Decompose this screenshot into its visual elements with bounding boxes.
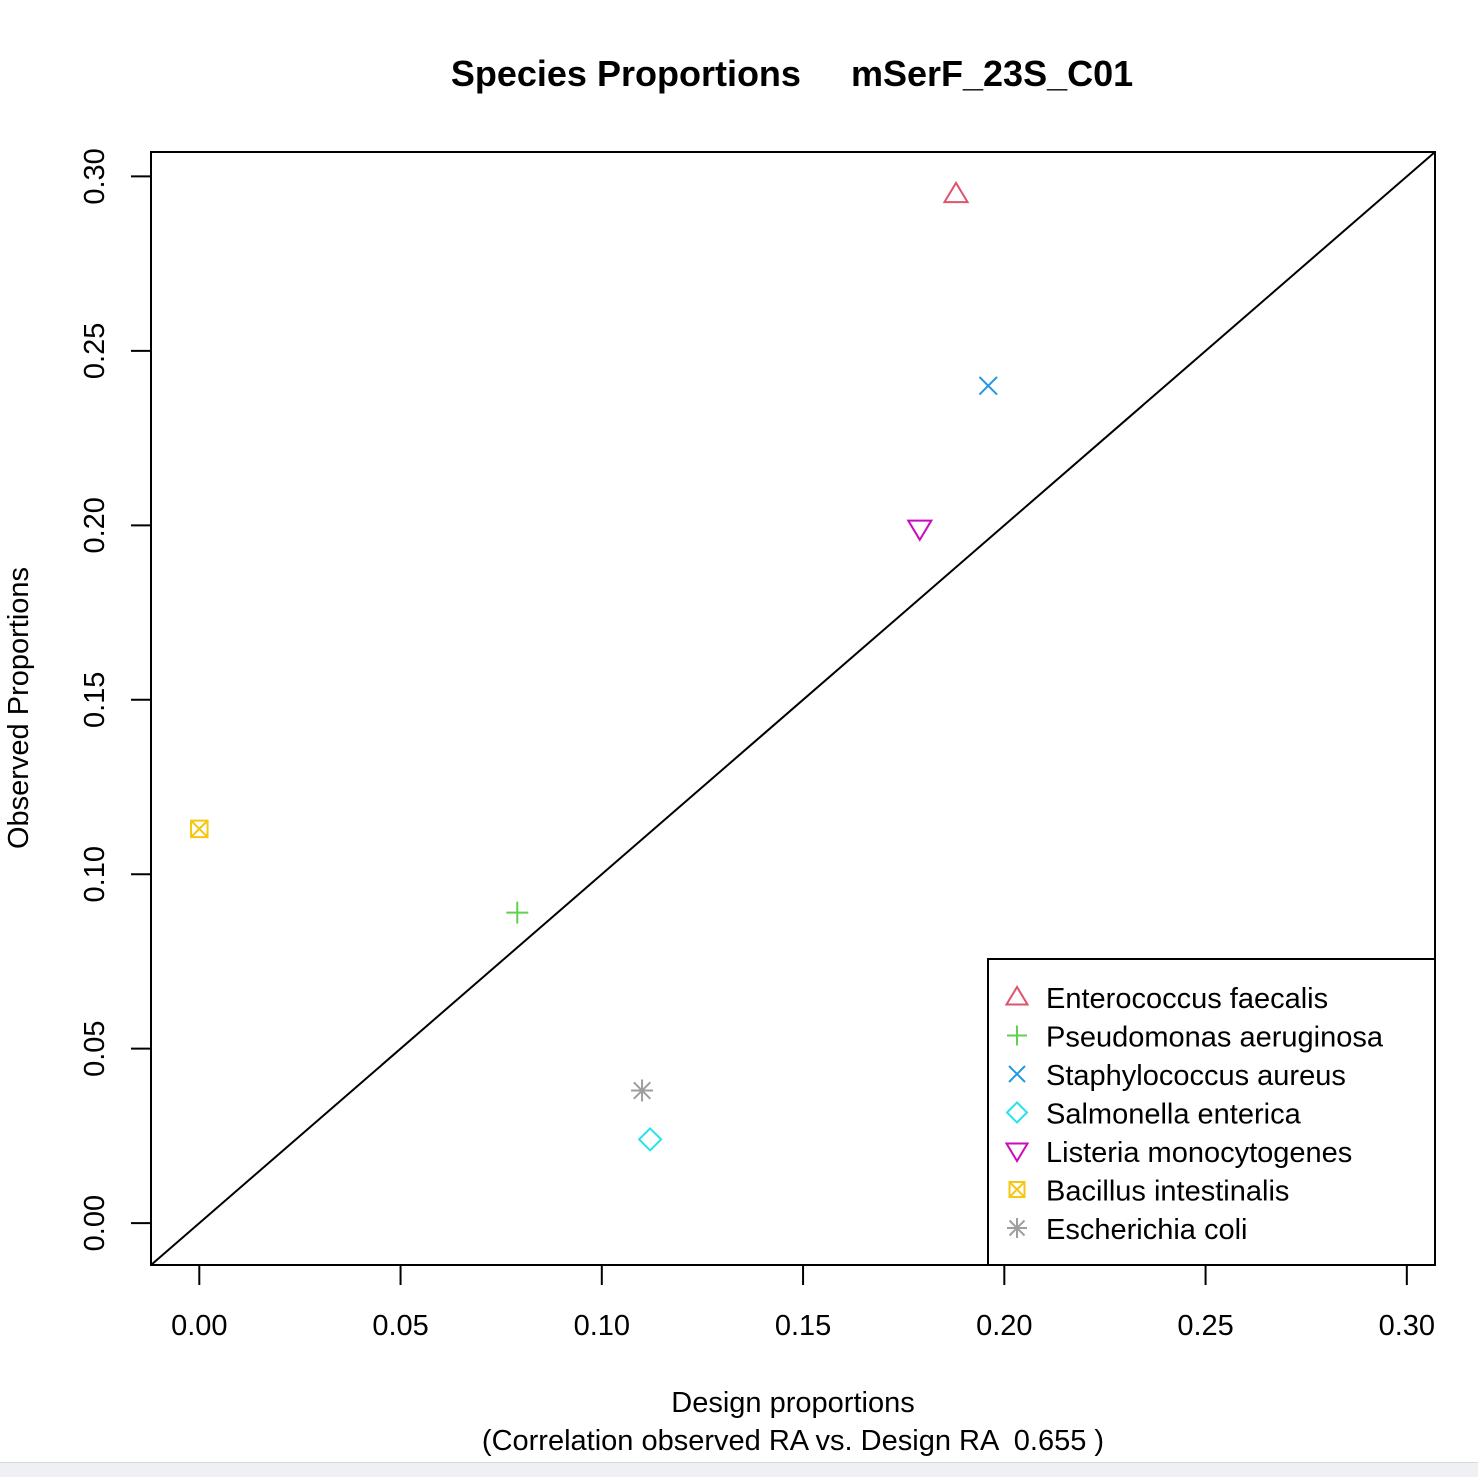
cross-marker [978, 376, 998, 396]
y-tick-label: 0.25 [79, 323, 111, 379]
legend-item: Salmonella enterica [1005, 1099, 1302, 1131]
legend-label: Escherichia coli [1046, 1214, 1247, 1246]
data-point [978, 376, 998, 396]
x-tick-label: 0.05 [372, 1310, 428, 1342]
reference-line-group [150, 151, 1436, 1266]
x-axis-label: Design proportions [671, 1387, 914, 1419]
y-tick-label: 0.00 [79, 1195, 111, 1251]
x-tick-label: 0.10 [574, 1310, 630, 1342]
legend-item: Staphylococcus aureus [1008, 1060, 1346, 1092]
legend-box [987, 958, 1436, 1266]
y-tick-label: 0.10 [79, 846, 111, 902]
legend-item: Bacillus intestinalis [1008, 1176, 1289, 1208]
triangle-up-marker [1004, 985, 1030, 1006]
plus-marker [506, 901, 529, 924]
diamond-marker [637, 1126, 663, 1152]
data-point [190, 819, 209, 839]
data-points [190, 180, 998, 1152]
diamond-marker [1005, 1101, 1029, 1124]
y-axis-label: Observed Proportions [3, 567, 35, 849]
square-x-marker [190, 819, 209, 839]
x-tick-label: 0.20 [976, 1310, 1032, 1342]
asterisk-marker [1007, 1218, 1027, 1238]
cross-marker [1008, 1065, 1026, 1083]
legend-item: Escherichia coli [1007, 1214, 1247, 1246]
legend-label: Staphylococcus aureus [1046, 1060, 1346, 1092]
x-tick-label: 0.30 [1379, 1310, 1435, 1342]
chart-title: Species Proportions mSerF_23S_C01 [451, 53, 1133, 94]
plus-marker [1007, 1025, 1027, 1046]
reference-line [150, 151, 1436, 1266]
legend-item: Enterococcus faecalis [1004, 983, 1328, 1015]
window-bottom-edge [0, 1462, 1478, 1477]
x-axis: 0.00 0.05 0.10 0.15 0.20 0.25 0.30 [171, 1264, 1435, 1342]
y-axis: 0.00 0.05 0.10 0.15 0.20 0.25 0.30 [79, 148, 152, 1251]
y-tick-label: 0.05 [79, 1020, 111, 1076]
data-point [506, 901, 529, 924]
legend-label: Salmonella enterica [1046, 1099, 1302, 1131]
y-tick-label: 0.20 [79, 497, 111, 553]
legend-label: Pseudomonas aeruginosa [1046, 1022, 1384, 1054]
legend: Enterococcus faecalis Pseudomonas aerugin… [987, 958, 1436, 1266]
data-point [906, 519, 934, 542]
data-point [631, 1079, 654, 1102]
x-tick-label: 0.00 [171, 1310, 227, 1342]
triangle-down-marker [906, 519, 934, 542]
x-axis-sublabel: (Correlation observed RA vs. Design RA 0… [482, 1425, 1104, 1457]
data-point [942, 180, 970, 204]
legend-label: Enterococcus faecalis [1046, 983, 1328, 1015]
legend-item: Listeria monocytogenes [1004, 1137, 1352, 1169]
legend-label: Listeria monocytogenes [1046, 1137, 1352, 1169]
y-tick-label: 0.30 [79, 148, 111, 204]
asterisk-marker [631, 1079, 654, 1102]
data-point [637, 1126, 663, 1152]
triangle-up-marker [942, 180, 970, 204]
x-tick-label: 0.15 [775, 1310, 831, 1342]
x-tick-label: 0.25 [1177, 1310, 1233, 1342]
legend-item: Pseudomonas aeruginosa [1007, 1022, 1384, 1054]
y-tick-label: 0.15 [79, 672, 111, 728]
triangle-down-marker [1004, 1142, 1030, 1163]
legend-label: Bacillus intestinalis [1046, 1176, 1289, 1208]
square-x-marker [1008, 1181, 1026, 1198]
